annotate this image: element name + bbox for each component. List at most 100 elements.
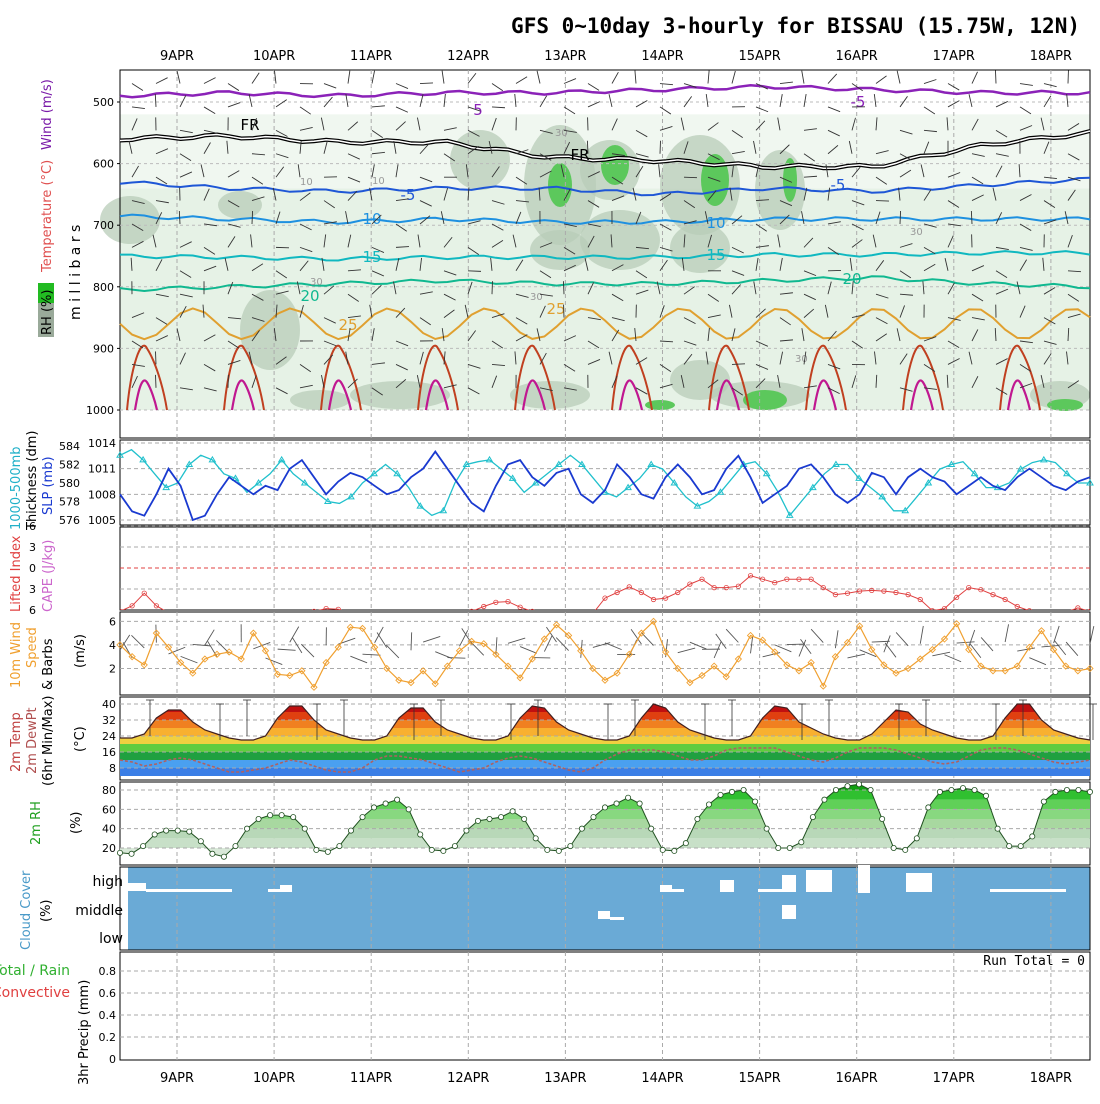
rh-tick-label: 80 [102, 784, 116, 797]
wind-barb [1020, 84, 1033, 86]
wind-barb-10m [726, 629, 738, 642]
wind-barb-10m [835, 630, 838, 648]
bottom-date-label: 14APR [641, 1071, 683, 1086]
pressure-tick-label: 500 [93, 96, 114, 109]
rh-point [579, 826, 584, 831]
bottom-date-label: 18APR [1030, 1071, 1072, 1086]
cloud-bar [758, 889, 782, 892]
wind-barb [876, 76, 887, 84]
cloud-bar [990, 889, 1066, 892]
wind-barb-10m [131, 635, 144, 648]
precip-label-b: Convective [0, 985, 70, 1001]
rh-point [418, 832, 423, 837]
slp-line [120, 452, 1090, 520]
wind-barb-10m [301, 644, 314, 657]
wind-barb-10m [716, 634, 726, 649]
li-tick-label: 6 [29, 604, 36, 617]
wind-barb [802, 71, 804, 84]
wind-barb [780, 82, 793, 84]
wind-barb [372, 106, 385, 107]
wind-label-b: Speed [25, 627, 40, 668]
wind-barb [706, 94, 708, 107]
wind-tick-label: 6 [109, 615, 116, 628]
wind-barb-10m [350, 656, 367, 663]
rh-point [510, 809, 515, 814]
temp-band [120, 768, 1090, 776]
wind-barb [660, 141, 661, 154]
rh-contour-label: 30 [795, 354, 808, 365]
wind-barb [324, 84, 336, 89]
li-label: Lifted Index [9, 535, 24, 612]
rh-point [325, 849, 330, 854]
rh-point [175, 828, 180, 833]
temp-tick-label: 16 [102, 746, 116, 759]
wind-barb-10m [811, 629, 823, 642]
cloud-middle-label: middle [75, 903, 123, 919]
rh-point [949, 787, 954, 792]
rh-point [348, 828, 353, 833]
rh-tick-label: 60 [102, 803, 116, 816]
rh-point [972, 787, 977, 792]
wind-barb-10m [787, 644, 805, 645]
temp-tick-label: 24 [102, 730, 116, 743]
bottom-date-label: 12APR [447, 1071, 489, 1086]
cloud-high-label: high [92, 874, 123, 890]
cloud-cover-panel [120, 865, 1090, 950]
wind-barb-10m [678, 648, 695, 653]
wind-barb-10m [970, 643, 981, 657]
temp-label-c: (6hr Min/Max) [41, 696, 56, 786]
rh-band [120, 819, 1090, 829]
wind-barb-10m [872, 641, 890, 642]
pressure-tick-label: 900 [93, 342, 114, 355]
li-line [120, 576, 1090, 615]
rh-point [1007, 843, 1012, 848]
wind-barb [1044, 84, 1057, 87]
rh-point [845, 784, 850, 789]
bottom-date-label: 9APR [160, 1071, 194, 1086]
rh-point [302, 826, 307, 831]
rh-blob [450, 130, 510, 190]
pressure-tick-label: 700 [93, 219, 114, 232]
rh-point [198, 839, 203, 844]
li-tick-label: 3 [29, 541, 36, 554]
rh-point [729, 789, 734, 794]
top-date-label: 17APR [933, 49, 975, 64]
wind-barb [228, 84, 239, 91]
wind-barb [756, 107, 768, 112]
bottom-date-label: 11APR [350, 1071, 392, 1086]
wind-barb [587, 141, 588, 154]
wind-barb-10m [593, 643, 610, 648]
wind-barb-10m [423, 636, 440, 642]
rh-band [120, 809, 1090, 819]
rh-point [660, 847, 665, 852]
wind-barb-10m [1005, 624, 1008, 642]
top-date-label: 13APR [544, 49, 586, 64]
rh-point [960, 785, 965, 790]
wind-barb [635, 71, 636, 84]
wind-barb [972, 72, 978, 84]
cape-label: CAPE (J/kg) [41, 540, 56, 612]
wind-barb-10m [462, 628, 472, 643]
precip-tick-label: 0.2 [99, 1031, 117, 1044]
rh-point [221, 854, 226, 859]
wind-barb-10m [896, 632, 908, 645]
wind-barb [180, 95, 186, 107]
wind-barb [897, 71, 900, 84]
wind-label-c: & Barbs [41, 638, 56, 690]
rh-point [672, 848, 677, 853]
precip-frame [120, 952, 1090, 1060]
wind-barb [372, 71, 375, 84]
wind-barb [660, 107, 671, 114]
thickness-tick-label: 580 [59, 477, 80, 490]
wind-barb-10m [800, 639, 811, 654]
precip-tick-label: 0.6 [99, 987, 117, 1000]
wind-barb [274, 71, 276, 84]
rh-point [706, 802, 711, 807]
slp-tick-label: 1005 [88, 514, 116, 527]
contour-label-m5: -5 [401, 186, 416, 204]
slp-label: SLP (mb) [41, 456, 56, 515]
rh-point [1053, 789, 1058, 794]
